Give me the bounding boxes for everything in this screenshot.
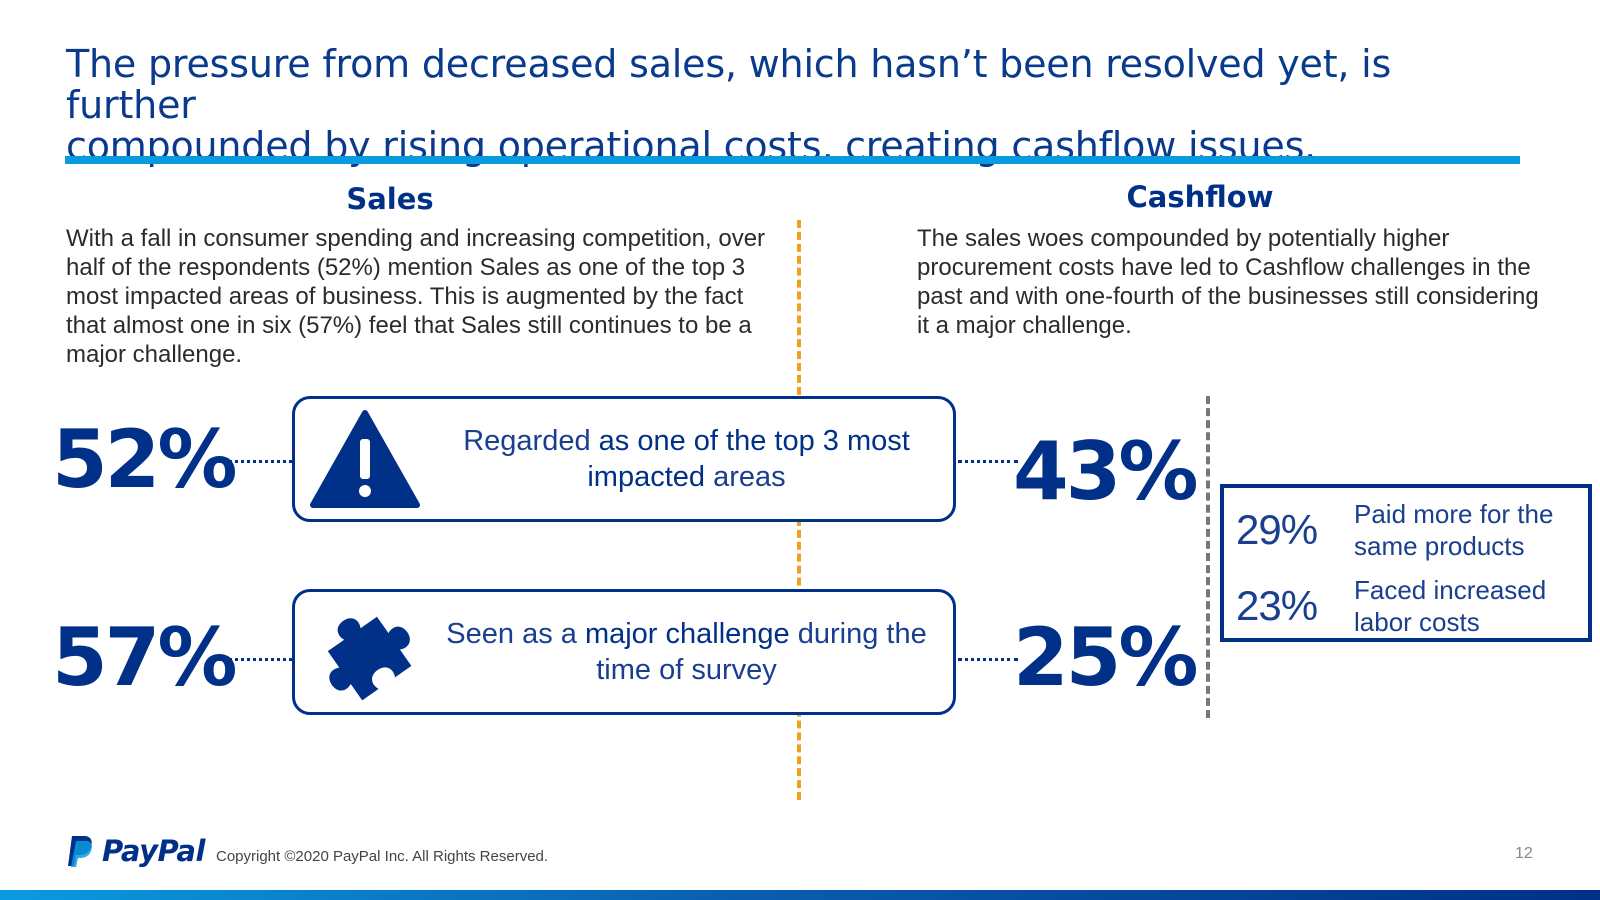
- cashflow-stat-past: 43%: [1013, 425, 1198, 518]
- connector-line: [218, 460, 292, 463]
- puzzle-piece-icon: [327, 616, 412, 701]
- slide-title: The pressure from decreased sales, which…: [66, 44, 1526, 167]
- slide-title-line-1: The pressure from decreased sales, which…: [66, 42, 1392, 127]
- connector-line: [958, 658, 1018, 661]
- cashflow-divider: [1206, 396, 1210, 718]
- callout-top3-text: Regarded as one of the top 3 most impact…: [430, 423, 943, 495]
- cashflow-breakdown-box: 29% Paid more for the same products 23% …: [1220, 484, 1592, 642]
- sales-stat-challenge: 57%: [52, 611, 237, 704]
- cashflow-stat-current: 25%: [1013, 611, 1198, 704]
- connector-line: [958, 460, 1018, 463]
- breakdown-value: 23%: [1236, 582, 1318, 629]
- callout-text-pre: Regarded: [463, 425, 599, 457]
- paypal-p-icon: [68, 836, 92, 867]
- breakdown-value: 29%: [1236, 506, 1318, 553]
- copyright-notice: Copyright ©2020 PayPal Inc. All Rights R…: [216, 848, 549, 865]
- warning-triangle-icon: [310, 410, 420, 508]
- breakdown-label: Paid more for the same products: [1354, 499, 1554, 561]
- callout-text-pre: Seen as a: [446, 618, 585, 650]
- footer-gradient-bar: [0, 890, 1600, 900]
- cashflow-heading: Cashflow: [1126, 180, 1274, 214]
- sales-heading: Sales: [346, 182, 434, 216]
- page-number: 12: [1515, 845, 1533, 862]
- breakdown-label: Faced increased labor costs: [1354, 575, 1547, 637]
- callout-text-post: during the time of survey: [596, 618, 927, 686]
- connector-line: [218, 658, 292, 661]
- sales-description: With a fall in consumer spending and inc…: [66, 225, 766, 368]
- callout-challenge-text: Seen as a major challenge during the tim…: [430, 616, 943, 688]
- callout-text-emphasis: major challenge: [584, 618, 790, 650]
- callout-major-challenge: Seen as a major challenge during the tim…: [292, 589, 956, 715]
- paypal-wordmark: PayPal: [102, 834, 205, 868]
- cashflow-description: The sales woes compounded by potentially…: [917, 225, 1539, 339]
- callout-text-emphasis: as one of the top 3 most impacted: [587, 425, 910, 493]
- title-underline: [65, 156, 1520, 164]
- sales-stat-top3: 52%: [52, 413, 237, 506]
- paypal-logo: PayPal: [66, 834, 205, 868]
- callout-text-post: areas: [705, 461, 786, 493]
- callout-top3-impacted: Regarded as one of the top 3 most impact…: [292, 396, 956, 522]
